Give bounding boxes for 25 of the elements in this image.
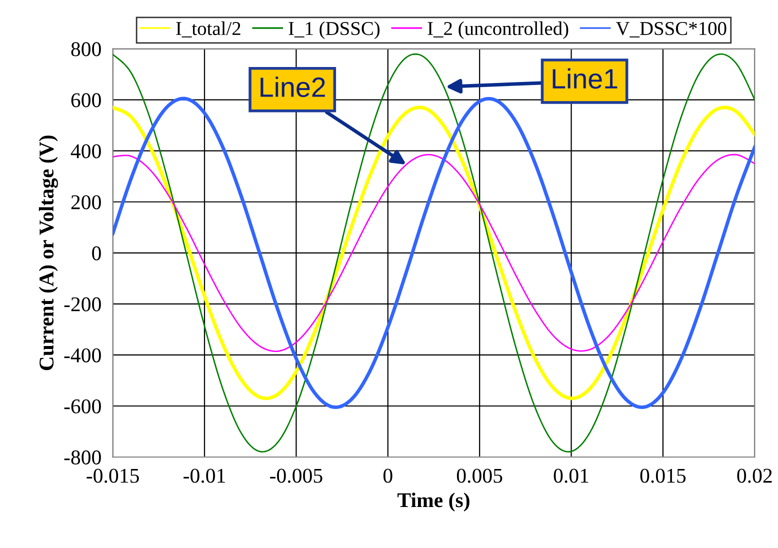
legend-label: I_1 (DSSC) bbox=[288, 21, 380, 40]
x-axis-title: Time (s) bbox=[398, 492, 470, 512]
x-tick-label: -0.015 bbox=[86, 468, 139, 483]
legend-label: I_2 (uncontrolled) bbox=[428, 21, 568, 40]
x-tick-label: 0.015 bbox=[640, 468, 686, 483]
x-tick-label: 0.02 bbox=[737, 468, 772, 483]
annotation: Line2 bbox=[260, 76, 325, 98]
x-tick-label: 0.01 bbox=[554, 468, 588, 483]
legend-label: V_DSSC*100 bbox=[616, 22, 726, 38]
x-tick-label: -0.005 bbox=[270, 468, 322, 483]
y-tick-label: 400 bbox=[70, 144, 101, 158]
y-tick-label: -600 bbox=[64, 399, 101, 414]
x-tick-label: 0 bbox=[383, 468, 392, 483]
y-tick-label: 800 bbox=[71, 42, 101, 56]
annotation: Line1 bbox=[552, 68, 618, 89]
y-tick-label: -800 bbox=[64, 450, 101, 464]
y-tick-label: -200 bbox=[64, 297, 101, 312]
x-tick-label: -0.01 bbox=[184, 468, 225, 483]
legend-label: I_total/2 bbox=[176, 21, 240, 38]
y-tick-label: -400 bbox=[64, 348, 101, 362]
y-axis-title: Current (A) or Voltage (V) bbox=[38, 136, 58, 370]
y-tick-label: 200 bbox=[71, 195, 101, 210]
y-tick-label: 0 bbox=[92, 246, 101, 260]
x-tick-label: 0.005 bbox=[456, 468, 502, 483]
y-tick-label: 600 bbox=[71, 93, 101, 108]
